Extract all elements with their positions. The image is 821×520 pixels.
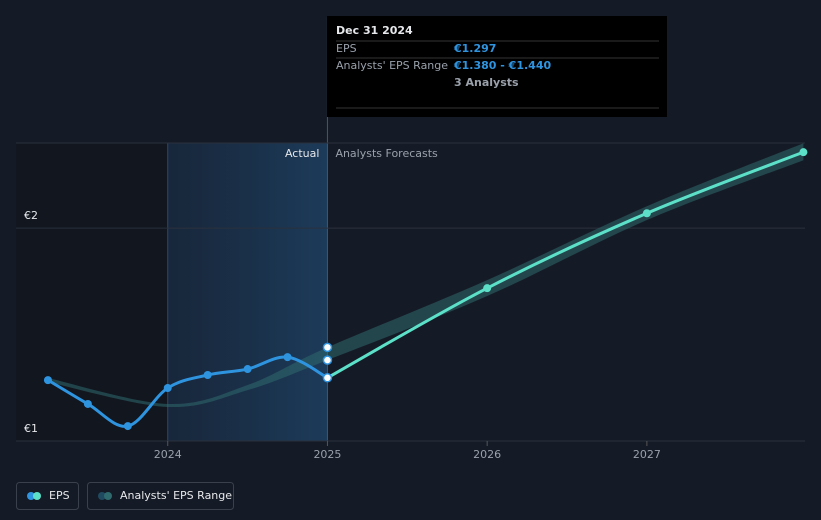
x-tick-label: 2024 <box>154 448 182 461</box>
eps-point <box>43 376 52 385</box>
legend: EPS Analysts' EPS Range <box>16 482 234 510</box>
eps-point <box>203 371 212 380</box>
x-tick-label: 2027 <box>633 448 661 461</box>
eps-point <box>283 353 292 362</box>
eps-point <box>163 383 172 392</box>
forecast-point <box>642 209 651 218</box>
forecast-point <box>483 284 492 293</box>
eps-point <box>243 365 252 374</box>
tooltip-label: Analysts' EPS Range <box>336 59 448 72</box>
y-tick-label: €1 <box>24 422 38 435</box>
range-point <box>322 355 333 365</box>
range-point <box>322 342 333 353</box>
y-tick-label: €2 <box>24 209 38 222</box>
forecast-point <box>799 148 808 157</box>
actual-label: Actual <box>285 147 319 160</box>
legend-item[interactable] <box>16 482 79 510</box>
eps-point <box>322 373 333 383</box>
eps-point <box>83 399 92 408</box>
tooltip-box <box>327 16 667 117</box>
tooltip-label: EPS <box>336 42 357 55</box>
actual-region <box>167 143 328 441</box>
legend-swatch <box>98 492 106 500</box>
tooltip-value: €1.380 - €1.440 <box>453 59 551 72</box>
forecast-line <box>326 150 804 380</box>
legend-item[interactable] <box>87 482 234 510</box>
tooltip-title: Dec 31 2024 <box>336 24 413 37</box>
legend-swatch <box>33 492 41 500</box>
x-tick-label: 2026 <box>473 448 501 461</box>
tooltip-value: €1.297 <box>453 42 496 55</box>
tooltip-note: 3 Analysts <box>454 76 519 89</box>
legend-swatch <box>104 492 112 500</box>
tooltip: Dec 31 2024 EPS €1.297 Analysts' EPS Ran… <box>327 16 667 117</box>
legend-swatch <box>27 492 35 500</box>
x-tick-label: 2025 <box>313 448 341 461</box>
forecast-label: Analysts Forecasts <box>335 147 438 160</box>
eps-point <box>123 422 132 431</box>
past-region <box>16 143 168 441</box>
legend-label: Analysts' EPS Range <box>120 489 232 502</box>
legend-label: EPS <box>49 489 70 502</box>
